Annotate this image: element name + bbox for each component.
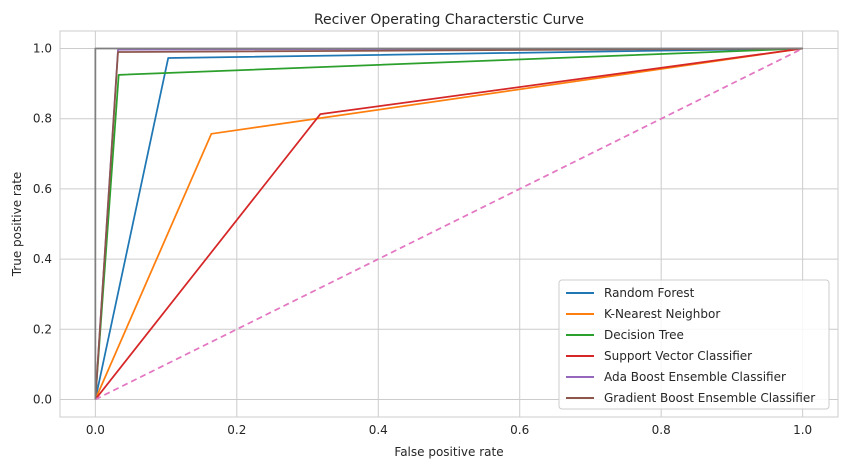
series-line-7 [94,47,803,400]
y-tick-label: 1.0 [33,42,52,56]
x-tick-label: 0.8 [652,423,671,437]
legend-label: K-Nearest Neighbor [604,307,720,321]
y-tick-label: 0.2 [33,322,52,336]
y-tick-label: 0.4 [33,252,52,266]
series-line-1 [94,47,803,400]
plot-area [59,30,839,418]
legend-label: Ada Boost Ensemble Classifier [604,370,786,384]
series-line-0 [94,47,803,400]
x-tick-label: 0.0 [86,423,105,437]
legend-box [558,279,830,410]
x-tick-labels: 0.0 0.2 0.4 0.6 0.8 1.0 [86,423,812,437]
legend-label: Random Forest [604,286,695,300]
legend-items: Random Forest K-Nearest Neighbor Decision … [566,286,815,405]
legend-label: Support Vector Classifier [604,349,752,363]
y-tick-label: 0.8 [33,112,52,126]
x-tick-label: 0.6 [510,423,529,437]
series-lines [94,47,804,401]
series-line-3 [94,47,803,400]
y-tick-labels: 0.0 0.2 0.4 0.6 0.8 1.0 [33,42,52,407]
series-line-6 [94,47,804,401]
legend-label: Decision Tree [604,328,684,342]
y-axis-label: True positive rate [10,172,24,278]
legend: Random Forest K-Nearest Neighbor Decision … [558,279,830,410]
y-tick-label: 0.0 [33,392,52,406]
x-tick-label: 0.4 [369,423,388,437]
x-tick-label: 0.2 [227,423,246,437]
series-line-5 [94,47,803,400]
y-tick-label: 0.6 [33,182,52,196]
x-tick-label: 1.0 [793,423,812,437]
x-axis-label: False positive rate [394,445,503,459]
legend-label: Gradient Boost Ensemble Classifier [604,391,815,405]
chart-title: Reciver Operating Characterstic Curve [314,12,584,28]
